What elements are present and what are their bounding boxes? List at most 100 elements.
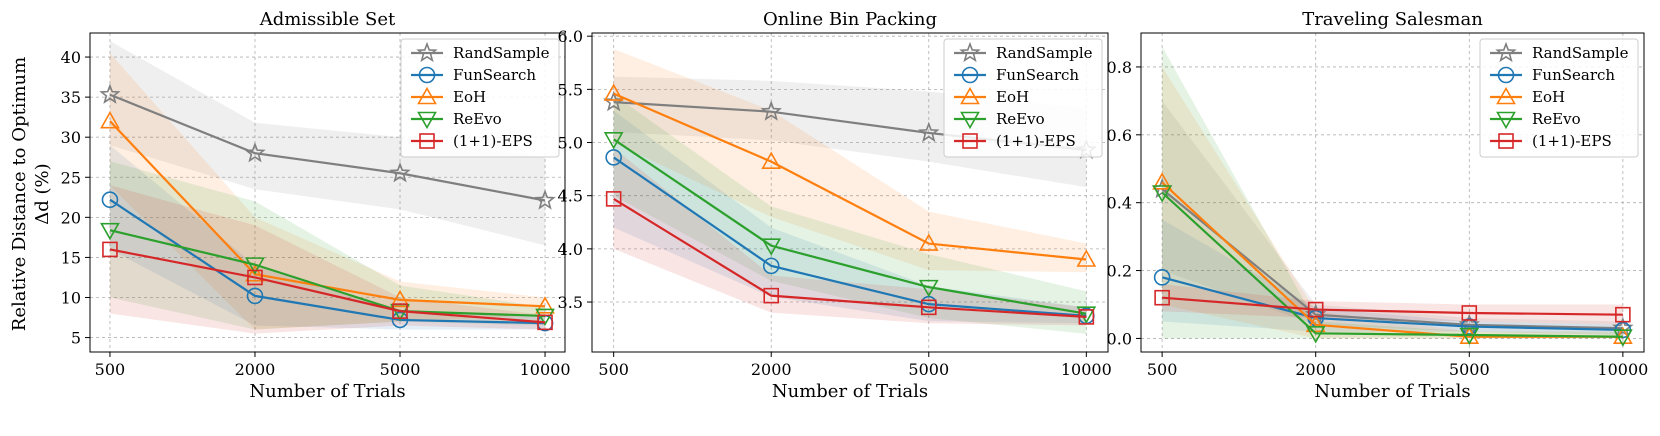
- band-(1+1)-EPS: [613, 147, 1087, 326]
- legend-marker-ReEvo: [960, 111, 980, 130]
- y-tick-label: 0.6: [1107, 126, 1132, 145]
- point-ReEvo-5000: [1459, 327, 1480, 346]
- series-line-FunSearch: [613, 156, 1087, 317]
- series-line-EoH: [613, 92, 1087, 261]
- band-EoH: [109, 53, 546, 330]
- legend-marker-(1+1)-EPS: [962, 133, 978, 149]
- y-tick-label: 4.0: [558, 240, 583, 259]
- x-axis-label: Number of Trials: [249, 381, 405, 402]
- band-ReEvo: [1162, 46, 1623, 339]
- y-tick-label: 15: [61, 248, 81, 267]
- y-tick-label: 5: [71, 329, 81, 348]
- legend-label: FunSearch: [1532, 66, 1615, 84]
- legend-label: (1+1)-EPS: [1532, 132, 1612, 150]
- point-ReEvo-10000: [1613, 329, 1633, 347]
- band-(1+1)-EPS: [109, 185, 546, 334]
- point-FunSearch-500: [1153, 269, 1171, 286]
- point-EoH-500: [1152, 172, 1172, 190]
- grid: [1141, 33, 1644, 352]
- point-RandSample-5000: [918, 121, 940, 143]
- band-(1+1)-EPS: [1162, 284, 1623, 325]
- legend-box: [943, 38, 1103, 158]
- series-line-(1+1)-EPS: [1162, 296, 1623, 316]
- point-ReEvo-10000: [1076, 306, 1097, 324]
- point-ReEvo-500: [603, 132, 624, 150]
- x-tick-label: 500: [598, 360, 629, 379]
- y-tick-label: 3.5: [558, 293, 583, 312]
- point-FunSearch-2000: [246, 287, 264, 305]
- legend-marker-RandSample: [416, 41, 438, 63]
- legend-marker-RandSample: [959, 41, 981, 63]
- band-FunSearch: [613, 110, 1087, 324]
- panels: 5 10 15 20 25 30 35 40 500 2000 5000 10000 Admissibl…: [61, 9, 1649, 402]
- point-EoH-500: [100, 111, 120, 129]
- point-(1+1)-EPS-5000: [920, 299, 937, 316]
- point-EoH-2000: [761, 151, 782, 169]
- y-axis-label-line2: Δd (%): [32, 163, 53, 224]
- point-EoH-10000: [1076, 249, 1097, 267]
- legend-label: FunSearch: [453, 66, 536, 84]
- axes-frame: [591, 32, 1109, 353]
- series-line-(1+1)-EPS: [109, 248, 546, 324]
- point-(1+1)-EPS-5000: [1461, 305, 1478, 321]
- x-tick-label: 10000: [520, 360, 571, 379]
- legend-label: RandSample: [453, 44, 550, 62]
- y-tick-label: 6.0: [558, 27, 583, 46]
- point-RandSample-5000: [389, 161, 411, 183]
- point-FunSearch-500: [101, 191, 119, 209]
- point-EoH-2000: [245, 264, 265, 282]
- band-EoH: [613, 48, 1087, 273]
- point-EoH-5000: [390, 289, 410, 308]
- point-ReEvo-5000: [918, 279, 939, 298]
- point-(1+1)-EPS-500: [605, 191, 622, 207]
- legend-marker-FunSearch: [418, 66, 436, 84]
- legend-marker-ReEvo: [1496, 111, 1516, 130]
- point-ReEvo-10000: [535, 308, 555, 327]
- legend-box: [1479, 38, 1639, 158]
- point-(1+1)-EPS-10000: [1078, 309, 1095, 325]
- point-FunSearch-2000: [762, 257, 780, 275]
- x-tick-label: 5000: [1449, 360, 1490, 379]
- x-tick-label: 5000: [380, 360, 421, 379]
- x-tick-label: 5000: [908, 360, 949, 379]
- point-FunSearch-5000: [391, 311, 409, 329]
- legend-label: ReEvo: [996, 110, 1045, 128]
- chart-panel-1: 5 10 15 20 25 30 35 40 500 2000 5000 10000 Admissibl…: [61, 9, 571, 402]
- legend: RandSample FunSearch EoH ReEvo (1+1)-EPS: [1479, 38, 1639, 158]
- series-line-RandSample: [1161, 188, 1623, 330]
- point-EoH-500: [603, 83, 624, 101]
- legend-marker-EoH: [417, 86, 437, 105]
- x-tick-label: 2000: [751, 360, 792, 379]
- plot-area: [99, 41, 556, 334]
- legend-marker-ReEvo: [417, 111, 437, 130]
- point-(1+1)-EPS-500: [102, 241, 118, 258]
- series-line-ReEvo: [1161, 191, 1623, 338]
- point-ReEvo-500: [1152, 185, 1172, 203]
- band-ReEvo: [109, 161, 546, 330]
- chart-title: Online Bin Packing: [763, 9, 937, 30]
- point-(1+1)-EPS-2000: [247, 269, 263, 286]
- point-RandSample-2000: [760, 100, 782, 121]
- legend-label: EoH: [1532, 88, 1565, 106]
- grid: [592, 33, 1108, 352]
- band-EoH: [1162, 66, 1623, 339]
- series-line-ReEvo: [613, 138, 1087, 315]
- series-line-ReEvo: [109, 229, 546, 318]
- legend: RandSample FunSearch EoH ReEvo (1+1)-EPS: [943, 38, 1103, 158]
- series-line-RandSample: [109, 93, 546, 202]
- y-tick-label: 35: [61, 88, 81, 107]
- x-tick-label: 500: [95, 360, 126, 379]
- axes-frame: [1140, 32, 1645, 353]
- x-tick-label: 2000: [235, 360, 276, 379]
- band-ReEvo: [613, 94, 1087, 334]
- point-ReEvo-2000: [761, 238, 782, 256]
- legend-label: FunSearch: [996, 66, 1079, 84]
- x-tick-label: 2000: [1295, 360, 1336, 379]
- y-tick-label: 0.4: [1107, 194, 1132, 213]
- chart-title: Traveling Salesman: [1302, 9, 1483, 30]
- y-tick-label: 40: [61, 48, 81, 67]
- y-tick-label: 30: [61, 128, 81, 147]
- point-RandSample-500: [99, 83, 121, 104]
- y-tick-label: 0.0: [1107, 329, 1132, 348]
- series-line-FunSearch: [1161, 276, 1623, 332]
